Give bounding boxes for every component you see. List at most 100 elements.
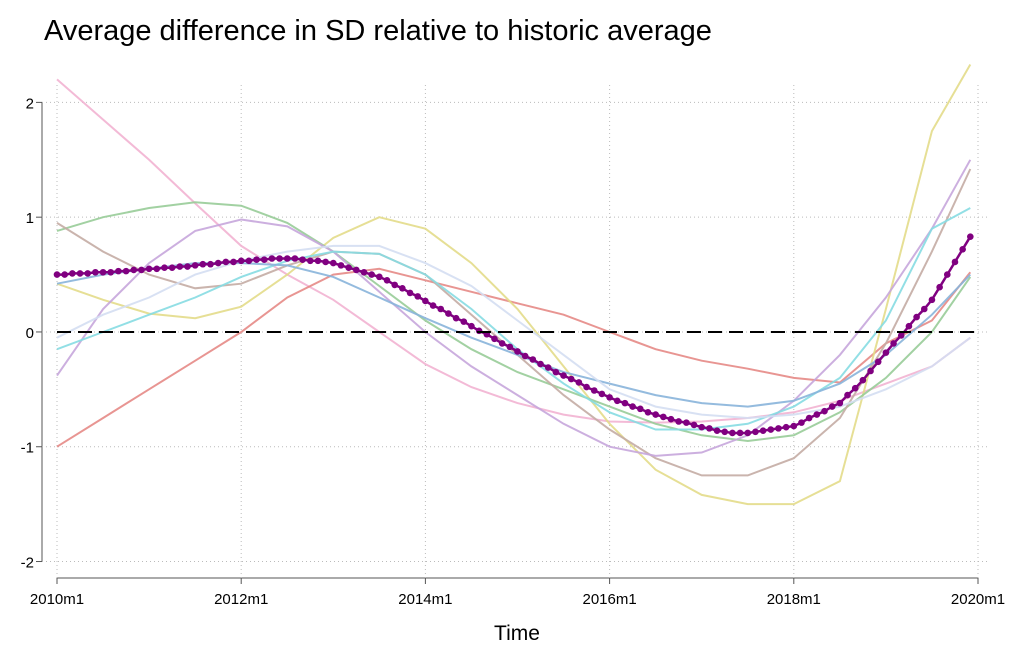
series-marker	[775, 425, 782, 432]
series-marker	[268, 255, 276, 262]
series-marker	[214, 259, 222, 267]
series-line	[56, 201, 972, 443]
series-marker	[176, 263, 184, 270]
series-marker	[805, 414, 813, 422]
series-marker	[782, 423, 790, 431]
x-tick-label: 2014m1	[398, 591, 452, 608]
y-tick-label: -2	[21, 555, 34, 572]
series-marker	[199, 260, 207, 268]
series-marker	[253, 256, 260, 263]
series-marker	[406, 289, 414, 297]
series-marker	[345, 264, 352, 271]
series-marker	[506, 343, 514, 351]
series-marker	[161, 264, 168, 271]
series-marker	[168, 264, 176, 271]
series-marker	[283, 255, 291, 262]
series-marker	[744, 429, 752, 437]
series-marker	[583, 383, 590, 391]
series-marker	[890, 340, 897, 347]
series-marker	[667, 415, 675, 423]
series-marker	[460, 318, 468, 325]
series-marker	[437, 305, 445, 313]
series-marker	[767, 426, 775, 433]
series-marker	[606, 394, 613, 401]
series-marker	[360, 268, 368, 276]
series-marker	[291, 255, 299, 262]
series-marker	[107, 268, 115, 276]
x-tick-label: 2012m1	[214, 591, 268, 608]
series-marker	[353, 266, 360, 274]
series-marker	[207, 260, 214, 268]
chart-title: Average difference in SD relative to his…	[44, 15, 712, 47]
series-marker	[122, 267, 130, 275]
series-line	[56, 267, 972, 448]
series-marker	[690, 421, 698, 429]
series-marker	[383, 277, 391, 284]
y-tick-label: 1	[26, 210, 34, 227]
series-marker	[222, 258, 230, 266]
series-marker	[245, 257, 253, 265]
series-marker	[399, 285, 406, 292]
series-marker	[299, 256, 306, 263]
series-marker	[905, 322, 913, 330]
series-marker	[752, 428, 759, 436]
series-marker	[468, 322, 475, 330]
series-marker	[713, 427, 721, 434]
series-line	[56, 159, 972, 457]
series-marker	[552, 368, 560, 376]
series-marker	[92, 268, 99, 276]
series-marker	[706, 425, 713, 432]
series-marker	[376, 273, 383, 281]
series-marker	[429, 302, 437, 309]
y-tick-label: 2	[26, 95, 34, 112]
series-marker	[944, 271, 951, 278]
series-marker	[314, 257, 322, 265]
series-marker	[951, 258, 959, 266]
series-marker	[138, 266, 145, 274]
series-marker	[859, 376, 867, 384]
x-tick-label: 2010m1	[30, 591, 84, 608]
series-marker	[153, 265, 161, 273]
series-marker	[598, 390, 606, 398]
series-marker	[698, 423, 705, 431]
series-marker	[230, 258, 237, 266]
series-marker	[621, 399, 629, 407]
series-marker	[322, 258, 329, 266]
series-marker	[652, 411, 659, 418]
series-marker	[191, 262, 199, 269]
series-marker	[629, 403, 636, 410]
series-marker	[76, 270, 84, 277]
series-marker	[330, 259, 337, 267]
series-marker	[115, 267, 122, 275]
series-marker	[959, 246, 966, 253]
series-marker	[660, 413, 667, 421]
x-tick-label: 2016m1	[582, 591, 636, 608]
series-marker	[414, 293, 422, 300]
series-marker	[237, 257, 245, 265]
series-marker	[99, 268, 107, 276]
series-marker	[514, 348, 521, 355]
series-marker	[537, 360, 544, 368]
series-marker	[721, 428, 729, 436]
series-marker	[790, 422, 798, 430]
x-tick-label: 2020m1	[951, 591, 1005, 608]
series-line	[56, 78, 971, 424]
series-marker	[53, 271, 61, 278]
series-marker	[130, 266, 138, 274]
x-tick-label: 2018m1	[767, 591, 821, 608]
series-marker	[498, 340, 506, 347]
series-marker	[337, 262, 345, 269]
series-marker	[560, 372, 567, 379]
series-marker	[675, 418, 682, 425]
series-marker	[475, 327, 483, 335]
series-marker	[874, 358, 882, 366]
series-marker	[836, 399, 844, 407]
series-marker	[729, 429, 736, 437]
series-marker	[391, 281, 399, 289]
series-marker	[821, 407, 828, 415]
series-marker	[260, 256, 268, 263]
series-marker	[422, 297, 429, 305]
series-line	[56, 64, 972, 506]
